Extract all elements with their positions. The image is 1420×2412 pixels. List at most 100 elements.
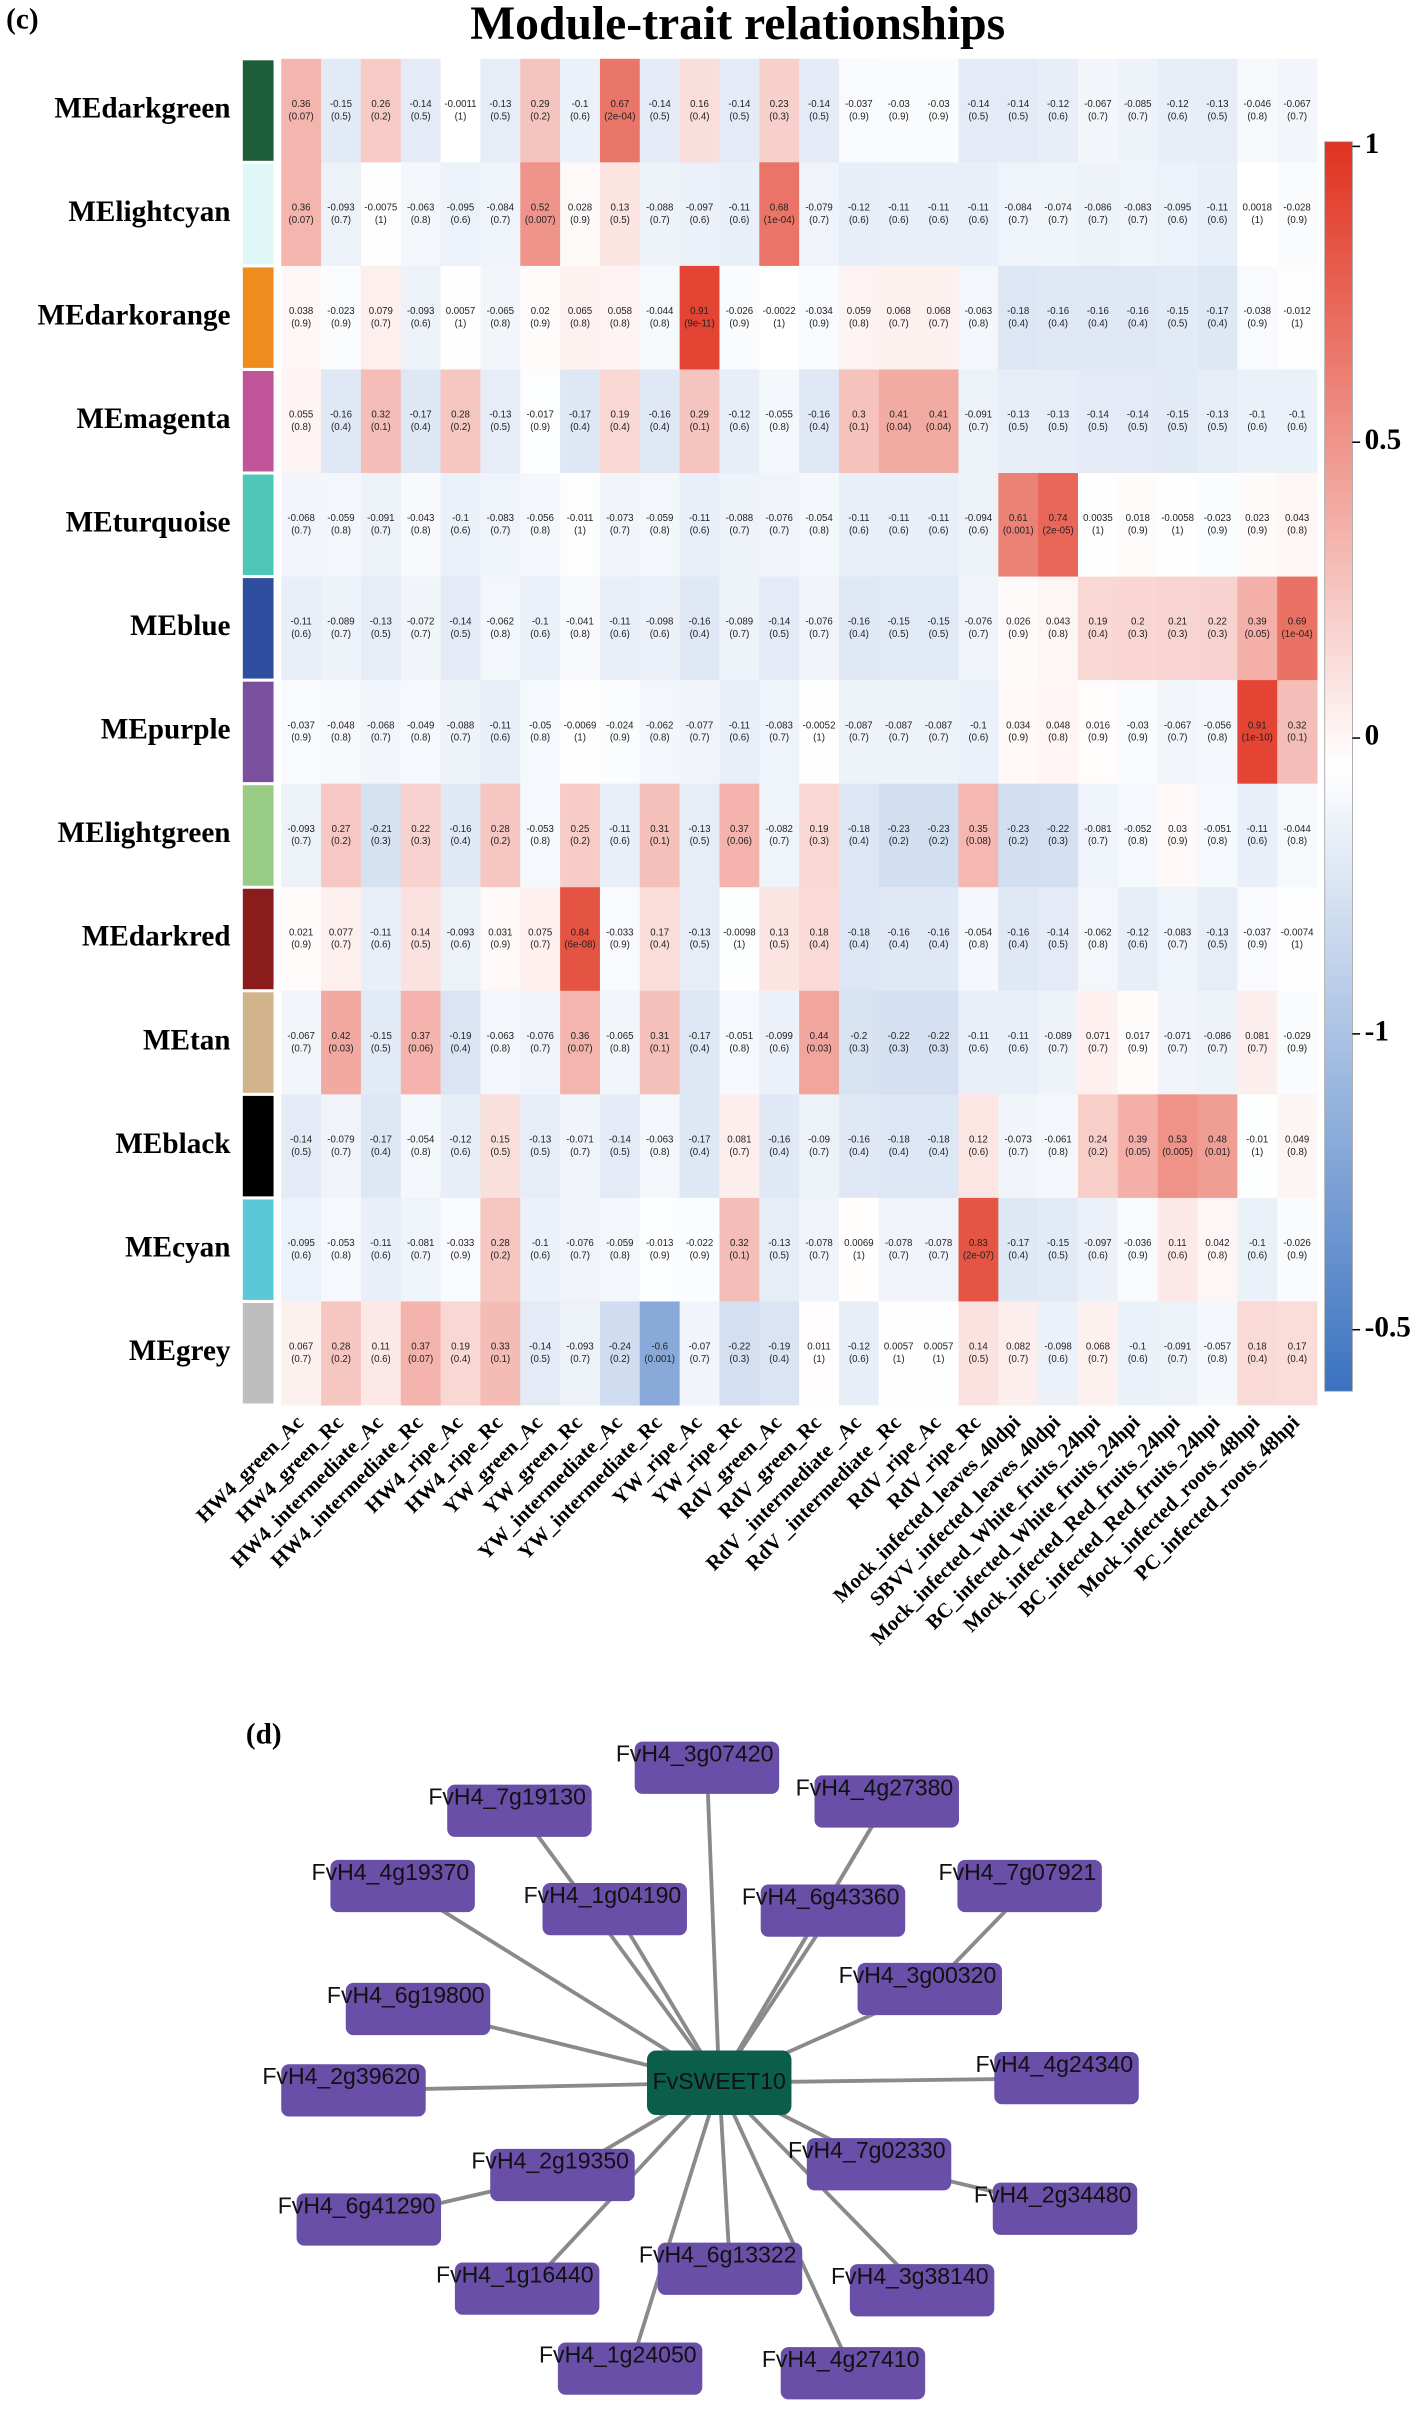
cell-p: (0.8) — [1207, 1250, 1227, 1261]
gene-node — [634, 1741, 780, 1794]
cell-value: 0.84 — [571, 927, 590, 938]
cell-value: -0.11 — [1247, 824, 1268, 835]
cell-p: (0.7) — [690, 1354, 710, 1365]
cell-p: (0.9) — [1128, 733, 1148, 744]
cell — [599, 680, 641, 785]
cell — [480, 990, 521, 1095]
cell — [1117, 887, 1159, 992]
cell-p: (0.04) — [926, 422, 951, 433]
panel-label: (d) — [246, 1719, 282, 1751]
cell — [838, 369, 880, 474]
cell — [639, 990, 681, 1095]
cell-p: (0.8) — [331, 733, 351, 744]
cell-p: (0.4) — [451, 1354, 471, 1365]
cell — [560, 1301, 601, 1406]
cell-value: -0.14 — [1047, 927, 1070, 938]
cell-value: -0.22 — [928, 1031, 950, 1042]
cell-p: (0.6) — [1128, 1354, 1148, 1365]
cell-value: 0.41 — [889, 410, 908, 421]
cell-p: (0.4) — [411, 422, 431, 433]
cell-value: -0.16 — [928, 927, 950, 938]
cell — [1157, 1197, 1198, 1302]
cell — [639, 1197, 681, 1302]
cell — [1117, 265, 1159, 370]
cell-value: 0.32 — [371, 410, 390, 421]
cell-p: (0.7) — [490, 525, 510, 536]
cell — [838, 162, 880, 267]
cell-value: 0.33 — [491, 1342, 510, 1353]
cell-p: (0.3) — [849, 1043, 869, 1054]
cell — [958, 162, 999, 267]
cell-value: -0.024 — [606, 720, 634, 731]
cell — [560, 576, 601, 681]
cell-value: -0.17 — [1206, 306, 1228, 317]
cell — [360, 1301, 402, 1406]
cell-value: -0.16 — [808, 410, 830, 421]
cell — [1038, 783, 1079, 888]
cell-value: 0.36 — [292, 203, 311, 214]
cell-p: (0.9) — [1128, 525, 1148, 536]
cell-value: -0.14 — [1127, 410, 1150, 421]
cell-value: 0.28 — [491, 1238, 510, 1249]
cell-p: (0.07) — [289, 215, 314, 226]
cell-value: -0.0052 — [803, 720, 836, 731]
cell — [918, 783, 959, 888]
cell-p: (0.4) — [1207, 318, 1227, 329]
cell — [360, 58, 402, 163]
cell-value: 0.017 — [1126, 1031, 1150, 1042]
cell-p: (0.5) — [1008, 111, 1028, 122]
cell — [480, 473, 521, 578]
cell-p: (0.9) — [690, 1250, 710, 1261]
cell — [560, 680, 601, 785]
cell — [998, 990, 1039, 1095]
cell — [1197, 1197, 1238, 1302]
cell — [679, 58, 720, 163]
cell-value: -0.068 — [287, 513, 314, 524]
cell-value: -0.0075 — [364, 203, 397, 214]
cell-value: -0.1 — [970, 720, 987, 731]
cell — [281, 162, 322, 267]
cell-p: (0.7) — [889, 318, 909, 329]
cell-value: -0.078 — [925, 1238, 952, 1249]
cell-p: (0.7) — [849, 733, 869, 744]
cell-value: -0.11 — [609, 617, 630, 628]
cell-p: (0.7) — [1287, 111, 1307, 122]
cell — [639, 1094, 681, 1199]
cell-value: -0.12 — [848, 1342, 870, 1353]
cell-p: (0.5) — [371, 629, 391, 640]
cell — [1237, 680, 1278, 785]
cell-p: (0.6) — [291, 1250, 311, 1261]
cell-value: -0.097 — [686, 203, 713, 214]
cell-p: (0.4) — [769, 1147, 789, 1158]
cell-value: -0.12 — [848, 203, 870, 214]
cell — [958, 1301, 999, 1406]
cell-p: (6e-08) — [564, 940, 595, 951]
colorbar — [1324, 141, 1353, 1392]
cell — [1117, 1197, 1159, 1302]
cell — [1078, 265, 1119, 370]
cell-value: 0.14 — [969, 1342, 988, 1353]
cell-p: (0.9) — [1247, 318, 1267, 329]
cell — [281, 576, 322, 681]
cell-p: (0.8) — [291, 422, 311, 433]
cell — [520, 162, 561, 267]
cell-value: -0.17 — [1007, 1238, 1029, 1249]
cell-p: (0.9) — [331, 318, 351, 329]
cell — [1078, 58, 1119, 163]
cell-p: (0.06) — [408, 1043, 433, 1054]
cell-p: (0.4) — [849, 629, 869, 640]
cell — [281, 990, 322, 1095]
gene-label: FvH4_6g43360 — [742, 1883, 900, 1909]
cell-value: -0.11 — [290, 617, 311, 628]
cell-p: (0.6) — [570, 111, 590, 122]
cell — [998, 576, 1039, 681]
cell-p: (0.4) — [1128, 318, 1148, 329]
cell-value: 0.034 — [1006, 720, 1031, 731]
cell-p: (1) — [1172, 525, 1184, 536]
cell-value: 0.29 — [690, 410, 709, 421]
cell-p: (0.8) — [411, 525, 431, 536]
cell-p: (0.7) — [331, 629, 351, 640]
cell-value: -0.059 — [327, 513, 354, 524]
cell — [799, 783, 840, 888]
cell — [599, 783, 641, 888]
